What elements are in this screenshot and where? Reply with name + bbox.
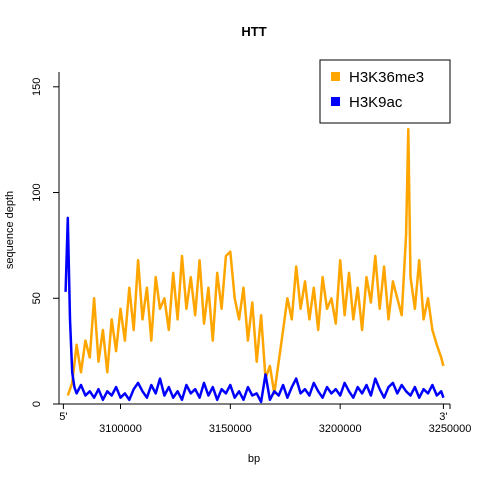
chart-title: HTT xyxy=(241,24,266,39)
series-line-h3k9ac xyxy=(64,216,445,404)
three-prime-label: 3' xyxy=(439,411,447,423)
legend: H3K36me3 H3K9ac xyxy=(319,59,451,124)
x-axis-label: bp xyxy=(248,453,260,465)
y-tick-label: 50 xyxy=(31,292,43,304)
legend-label-h3k9ac: H3K9ac xyxy=(349,94,403,111)
x-axis: 3100000 3150000 3200000 3250000 5' 3' xyxy=(59,403,472,435)
y-tick-label: 0 xyxy=(31,401,43,407)
legend-swatch-h3k36me3 xyxy=(331,72,340,81)
legend-label-h3k36me3: H3K36me3 xyxy=(349,69,424,86)
x-tick-label: 3100000 xyxy=(99,423,142,435)
legend-swatch-h3k9ac xyxy=(331,97,340,106)
y-axis: 0 50 100 150 xyxy=(31,78,60,407)
x-tick-label: 3150000 xyxy=(209,423,252,435)
x-tick-label: 3250000 xyxy=(429,423,472,435)
y-tick-label: 150 xyxy=(31,78,43,96)
series-line-h3k36me3 xyxy=(66,127,445,396)
y-tick-label: 100 xyxy=(31,183,43,201)
five-prime-label: 5' xyxy=(59,411,67,423)
x-tick-label: 3200000 xyxy=(319,423,362,435)
y-axis-label: sequence depth xyxy=(4,191,16,269)
legend-box xyxy=(319,59,451,124)
plot-lines xyxy=(64,127,445,404)
